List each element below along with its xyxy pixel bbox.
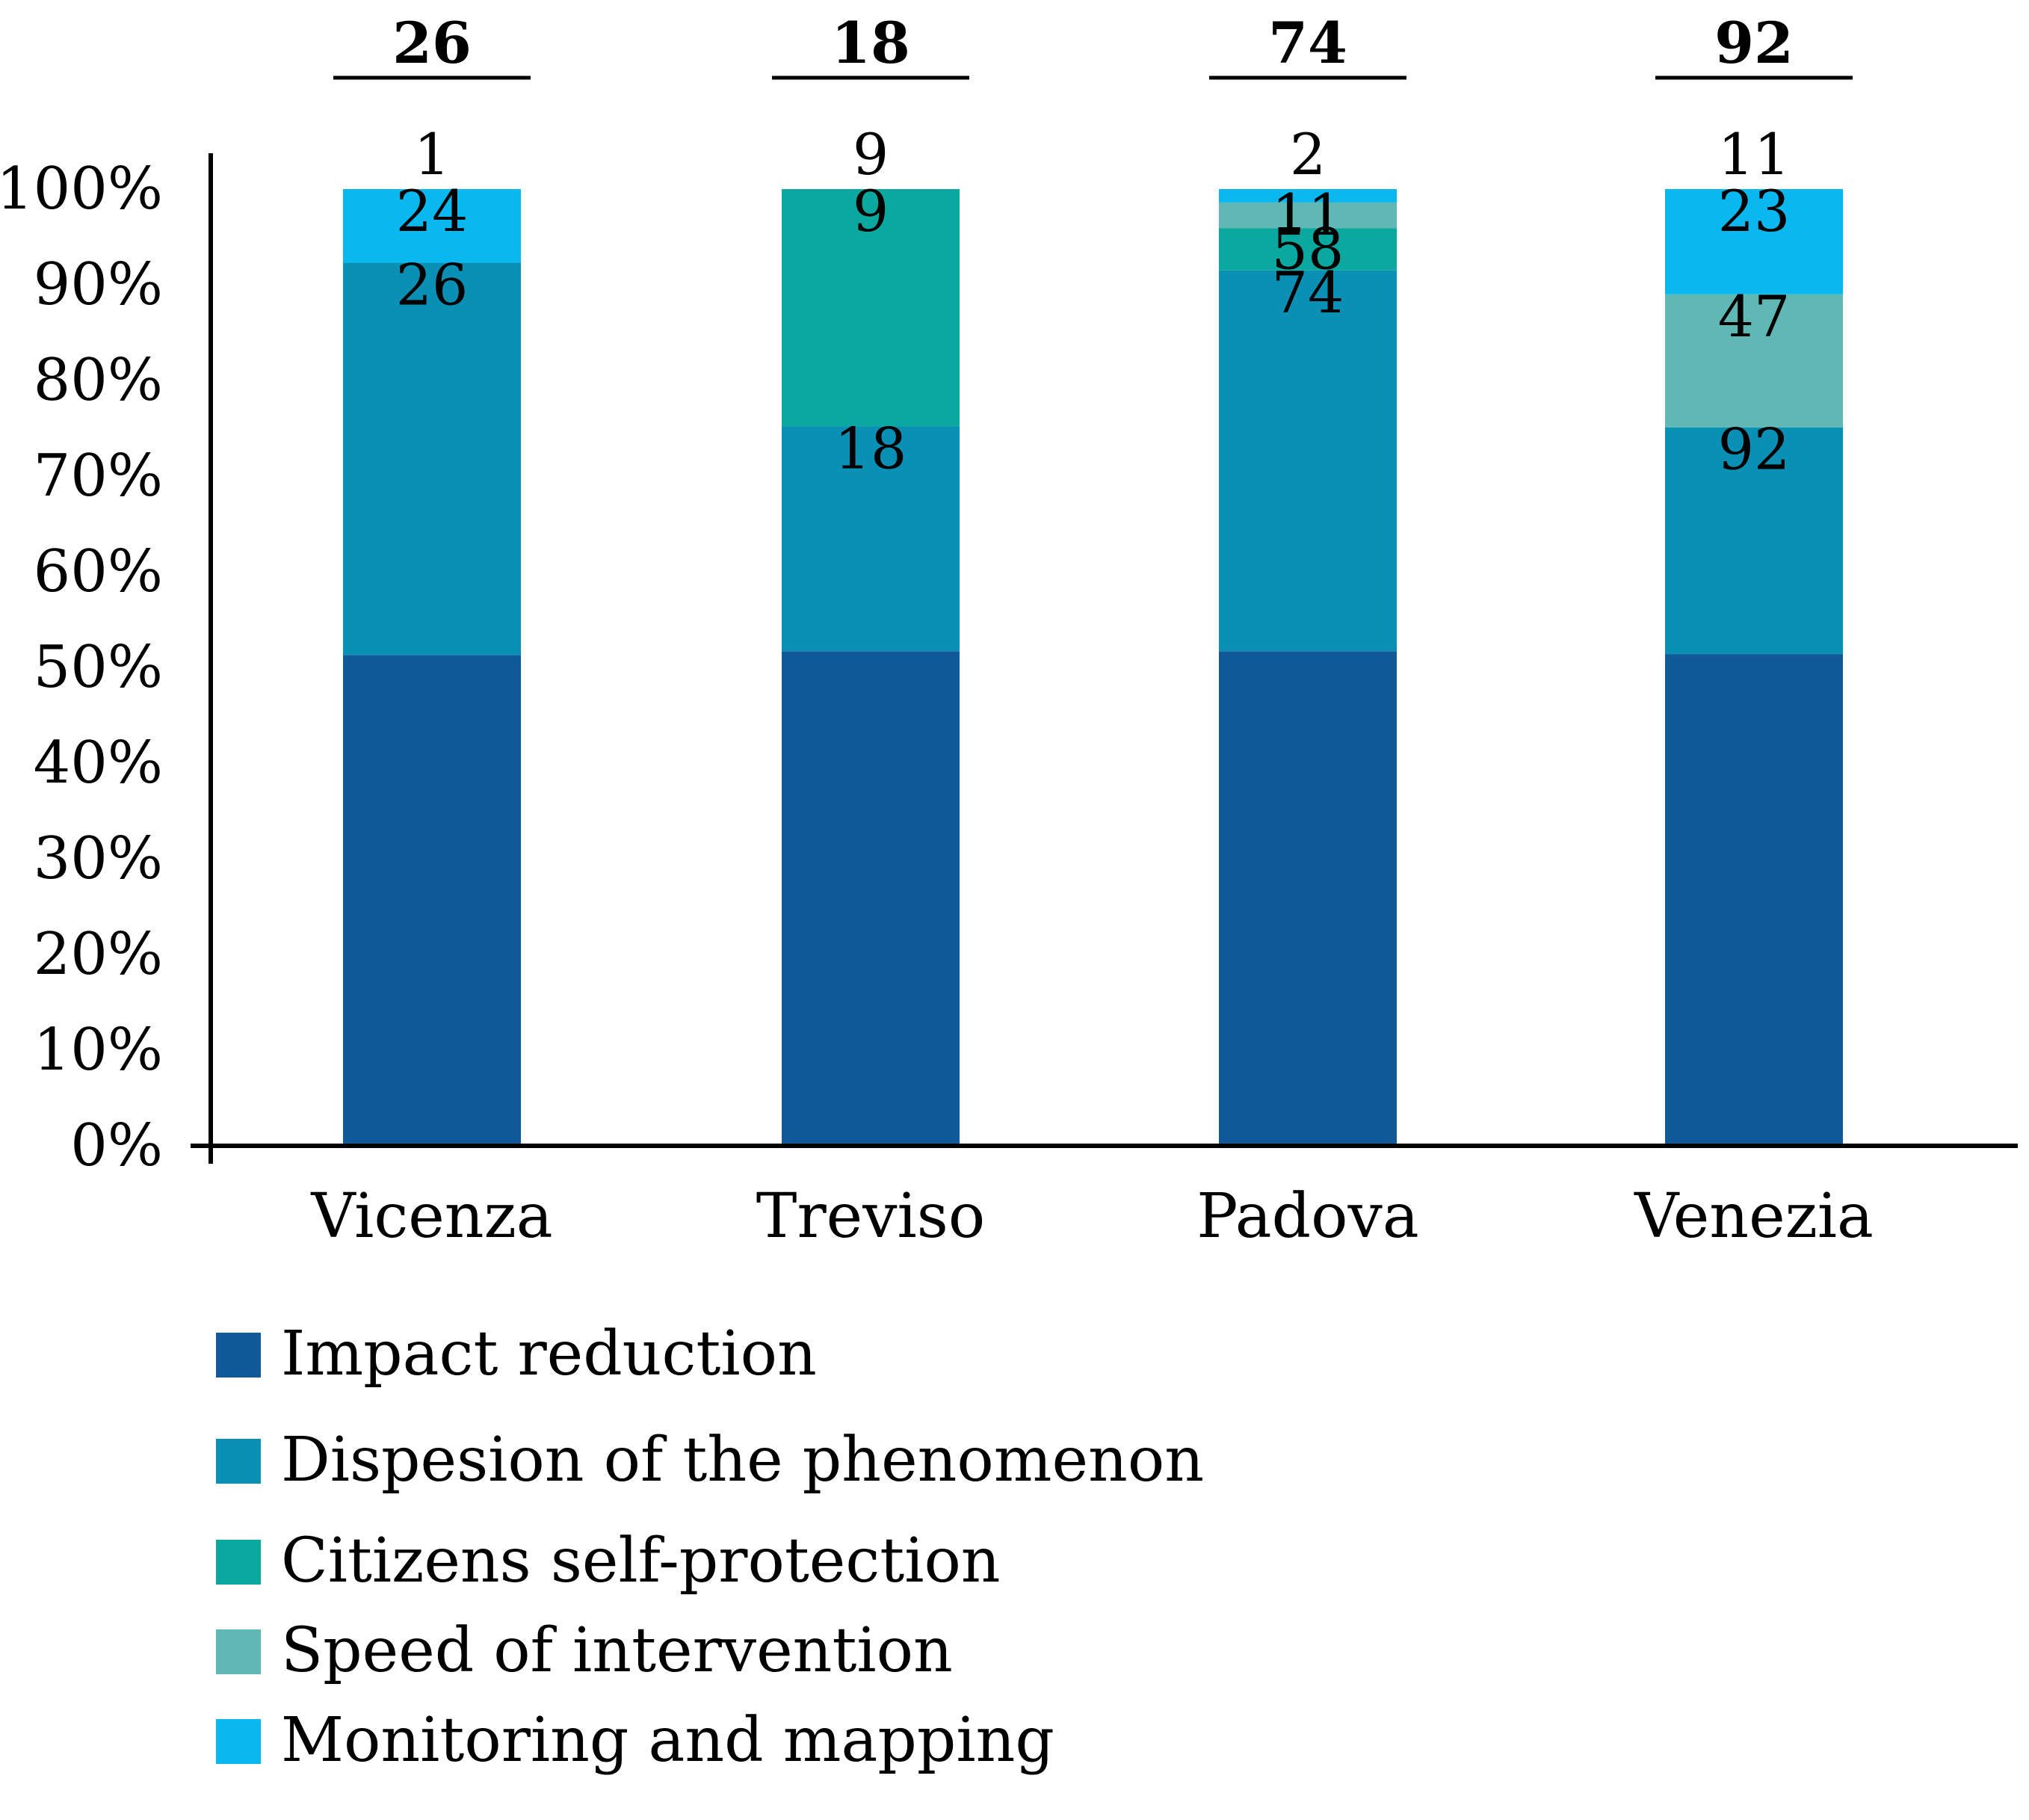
- segment-value-label: 74: [1272, 259, 1344, 326]
- legend: Impact reduction Dispesion of the phenome…: [216, 1318, 1204, 1776]
- legend-item-impact-reduction: Impact reduction: [216, 1318, 817, 1389]
- legend-swatch: [216, 1439, 261, 1484]
- category-total: 74: [1268, 10, 1347, 76]
- category-total: 92: [1714, 10, 1794, 76]
- category-total: 26: [392, 10, 472, 76]
- y-tick-label: 30%: [34, 825, 163, 892]
- bar-top-label: 9: [853, 121, 889, 188]
- top-labels: 1 9 2 11: [414, 121, 1791, 188]
- legend-label: Citizens self-protection: [281, 1526, 1001, 1597]
- bar-top-label: 2: [1290, 121, 1326, 188]
- y-tick-label: 70%: [34, 442, 163, 510]
- legend-swatch: [216, 1629, 261, 1674]
- y-axis-ticks: 0% 10% 20% 30% 40% 50% 60% 70% 80% 90% 100%: [0, 155, 163, 1179]
- category-totals: 26 18 74 92: [333, 10, 1853, 80]
- bars: [343, 189, 1843, 1146]
- category-label-vicenza: Vicenza: [310, 1181, 552, 1252]
- bar-segment-impact-reduction-venezia: [1665, 654, 1843, 1146]
- segment-value-label: 23: [1718, 178, 1791, 244]
- legend-swatch: [216, 1540, 261, 1585]
- bar-top-label: 1: [414, 121, 450, 188]
- legend-item-speed-of-intervention: Speed of intervention: [216, 1615, 953, 1686]
- bar-segment-citizens-self-protection-treviso: [782, 189, 960, 427]
- y-tick-label: 40%: [34, 729, 163, 797]
- bar-top-label: 11: [1718, 121, 1791, 188]
- segment-value-label: 58: [1272, 216, 1344, 283]
- category-labels: Vicenza Treviso Padova Venezia: [310, 1181, 1874, 1252]
- y-tick-label: 0%: [70, 1112, 163, 1179]
- y-tick-label: 10%: [34, 1017, 163, 1084]
- bar-segment-impact-reduction-padova: [1219, 651, 1397, 1146]
- bar-segment-dispesion-of-the-phenomenon-vicenza: [343, 262, 521, 655]
- segment-value-label: 24: [396, 178, 469, 244]
- bar-segment-dispesion-of-the-phenomenon-padova: [1219, 270, 1397, 652]
- segment-value-label: 92: [1718, 416, 1791, 483]
- legend-item-dispesion-of-the-phenomenon: Dispesion of the phenomenon: [216, 1425, 1204, 1496]
- y-tick-label: 80%: [34, 347, 163, 414]
- legend-swatch: [216, 1719, 261, 1764]
- y-tick-label: 90%: [34, 251, 163, 318]
- y-tick-label: 100%: [0, 155, 163, 223]
- category-label-treviso: Treviso: [756, 1181, 985, 1252]
- legend-label: Dispesion of the phenomenon: [281, 1425, 1204, 1496]
- bar-segment-speed-of-intervention-venezia: [1665, 294, 1843, 428]
- bar-segment-impact-reduction-vicenza: [343, 655, 521, 1146]
- segment-value-label: 26: [396, 252, 469, 318]
- y-tick-label: 20%: [34, 921, 163, 988]
- bar-segment-speed-of-intervention-padova: [1219, 202, 1397, 229]
- legend-label: Speed of intervention: [281, 1615, 953, 1686]
- bar-segment-monitoring-and-mapping-padova: [1219, 189, 1397, 203]
- y-tick-label: 50%: [34, 634, 163, 701]
- category-label-venezia: Venezia: [1634, 1181, 1874, 1252]
- legend-swatch: [216, 1333, 261, 1378]
- bar-segment-dispesion-of-the-phenomenon-venezia: [1665, 427, 1843, 655]
- bar-segment-impact-reduction-treviso: [782, 651, 960, 1146]
- segment-value-label: 47: [1718, 283, 1791, 350]
- bar-segment-dispesion-of-the-phenomenon-treviso: [782, 426, 960, 652]
- segment-value-label: 9: [853, 178, 889, 244]
- bar-segment-monitoring-and-mapping-vicenza: [343, 189, 521, 263]
- legend-item-citizens-self-protection: Citizens self-protection: [216, 1526, 1001, 1597]
- category-total: 18: [831, 10, 910, 76]
- legend-item-monitoring-and-mapping: Monitoring and mapping: [216, 1705, 1054, 1776]
- bar-segment-monitoring-and-mapping-venezia: [1665, 189, 1843, 294]
- category-label-padova: Padova: [1196, 1181, 1418, 1252]
- y-tick-label: 60%: [34, 538, 163, 605]
- legend-label: Monitoring and mapping: [281, 1705, 1054, 1776]
- legend-label: Impact reduction: [281, 1318, 817, 1389]
- segment-value-label: 11: [1272, 182, 1344, 248]
- segment-value-label: 18: [835, 415, 907, 481]
- bar-segment-citizens-self-protection-padova: [1219, 228, 1397, 271]
